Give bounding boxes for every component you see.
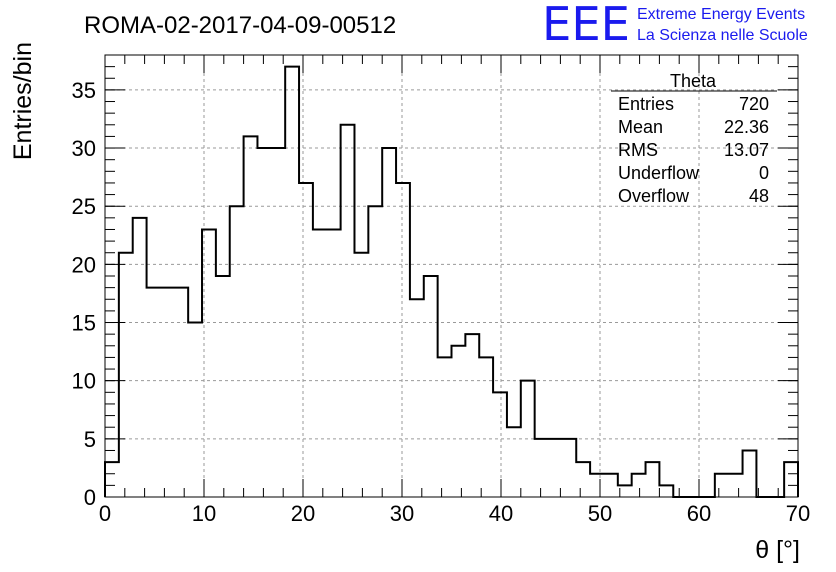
histogram-bin	[410, 299, 424, 497]
histogram-bin	[479, 357, 493, 497]
stats-row-label: Mean	[618, 117, 663, 137]
histogram-bin	[396, 183, 410, 497]
stats-row-label: Entries	[618, 94, 674, 114]
histogram-bin	[465, 334, 479, 497]
histogram-bin	[285, 67, 299, 497]
histogram-bin	[576, 462, 590, 497]
histogram-bin	[590, 474, 604, 497]
histogram-bin	[230, 206, 244, 497]
histogram-bin	[174, 288, 188, 497]
histogram-bin	[438, 357, 452, 497]
logo-line2: La Scienza nelle Scuole	[637, 27, 808, 44]
x-tick-label: 50	[588, 501, 612, 526]
histogram-bin	[202, 229, 216, 497]
histogram-bin	[743, 450, 757, 497]
stats-row-value: 0	[759, 163, 769, 183]
stats-row-value: 13.07	[724, 140, 769, 160]
histogram-bin	[646, 462, 660, 497]
y-tick-labels: 0 5 10 15 20 25 30 35	[72, 78, 96, 510]
histogram-bin	[382, 148, 396, 497]
histogram-bin	[244, 136, 258, 497]
histogram-bin	[119, 253, 133, 497]
y-tick-label: 5	[84, 427, 96, 452]
stats-row-value: 48	[749, 186, 769, 206]
histogram-bars	[105, 67, 798, 497]
histogram-bin	[133, 218, 147, 497]
histogram-bin	[562, 439, 576, 497]
histogram-bin	[327, 229, 341, 497]
y-tick-label: 0	[84, 485, 96, 510]
y-tick-label: 20	[72, 252, 96, 277]
histogram-bin	[604, 474, 618, 497]
x-tick-labels: 0 10 20 30 40 50 60 70	[99, 501, 810, 526]
histogram-bin	[521, 381, 535, 497]
histogram-bin	[354, 253, 368, 497]
histogram-bin	[105, 462, 119, 497]
histogram-outline	[104, 65, 799, 498]
y-tick-label: 35	[72, 78, 96, 103]
plot-frame	[104, 54, 799, 498]
histogram-bin	[507, 427, 521, 497]
histogram-bin	[729, 474, 743, 497]
histogram-bin	[299, 183, 313, 497]
histogram-bin	[188, 323, 202, 497]
x-tick-label: 30	[390, 501, 414, 526]
histogram-bin	[216, 276, 230, 497]
y-tick-label: 25	[72, 194, 96, 219]
x-tick-label: 0	[99, 501, 111, 526]
histogram-bin	[493, 392, 507, 497]
histogram-bin	[313, 229, 327, 497]
histogram-bin	[452, 346, 466, 497]
stats-row-label: Underflow	[618, 163, 700, 183]
stats-rows: Entries 720 Mean 22.36 RMS 13.07 Underflow 0 Ove…	[618, 94, 769, 206]
x-axis-label: θ [°]	[755, 536, 800, 564]
stats-row-label: Overflow	[618, 186, 690, 206]
histogram-bin	[618, 485, 632, 497]
y-tick-label: 30	[72, 136, 96, 161]
x-tick-label: 70	[786, 501, 810, 526]
histogram-bin	[424, 276, 438, 497]
eee-logo: EEE Extreme Energy Events La Scienza nel…	[542, 0, 808, 51]
y-axis-label: Entries/bin	[9, 42, 37, 160]
stats-box: Theta Entries 720 Mean 22.36 RMS 13.07 Underfl…	[611, 71, 777, 206]
stats-row-label: RMS	[618, 140, 658, 160]
histogram-bin	[341, 125, 355, 497]
y-tick-label: 15	[72, 311, 96, 336]
histogram-bin	[160, 288, 174, 497]
x-tick-label: 60	[687, 501, 711, 526]
x-tick-label: 10	[192, 501, 216, 526]
logo-line1: Extreme Energy Events	[637, 6, 805, 23]
histogram-bin	[632, 474, 646, 497]
histogram-bin	[535, 439, 549, 497]
histogram-bin	[147, 288, 161, 497]
y-tick-label: 10	[72, 369, 96, 394]
histogram-bin	[271, 148, 285, 497]
stats-row-value: 22.36	[724, 117, 769, 137]
logo-mark: EEE	[542, 0, 630, 51]
histogram-bin	[549, 439, 563, 497]
stats-title: Theta	[670, 71, 717, 91]
histogram-bin	[257, 148, 271, 497]
histogram-bin	[784, 462, 798, 497]
stats-row-value: 720	[739, 94, 769, 114]
histogram-bin	[368, 206, 382, 497]
grid-layer	[105, 55, 798, 497]
histogram-bin	[659, 485, 673, 497]
x-tick-label: 40	[489, 501, 513, 526]
chart-title: ROMA-02-2017-04-09-00512	[84, 12, 396, 39]
x-tick-label: 20	[291, 501, 315, 526]
histogram-bin	[715, 474, 729, 497]
